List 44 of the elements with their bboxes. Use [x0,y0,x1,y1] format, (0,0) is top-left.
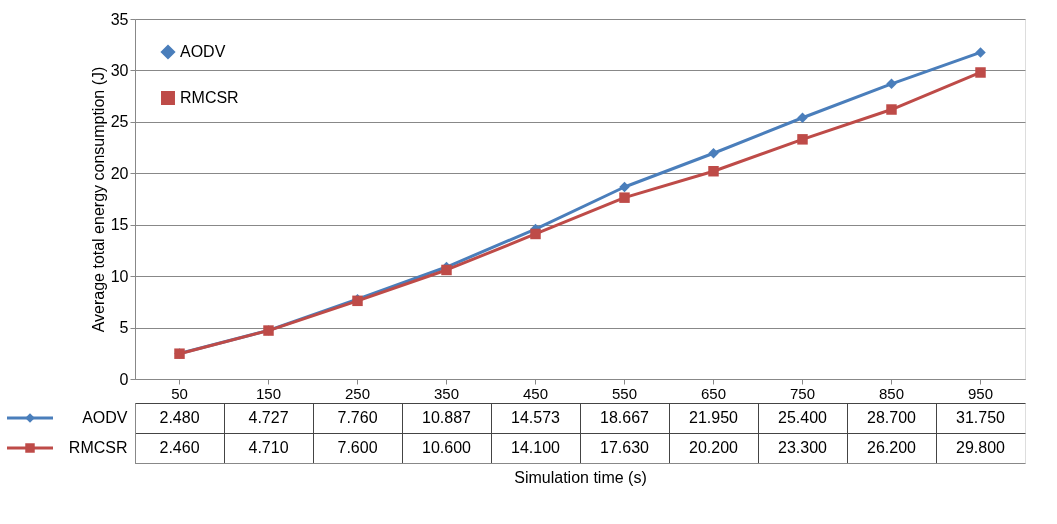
data-label: 21.950 [689,409,739,426]
x-tick-label: 150 [255,384,282,402]
legend-label: AODV [180,43,226,60]
data-label: 4.710 [248,439,289,456]
x-tick-label: 850 [878,384,905,402]
data-label: 20.200 [689,439,739,456]
data-label: 14.573 [511,409,561,426]
data-label: 2.460 [159,439,200,456]
data-label: 25.400 [778,409,828,426]
y-tick-label: 10 [110,267,129,285]
data-label: 26.200 [867,439,917,456]
x-tick-label: 50 [171,384,188,402]
data-label: 7.760 [337,409,378,426]
y-tick-label: 0 [119,370,129,388]
data-label: 2.480 [159,409,200,426]
data-label: 10.887 [422,409,472,426]
y-tick-label: 30 [110,61,129,79]
data-label: 17.630 [600,439,650,456]
x-tick-label: 250 [344,384,371,402]
x-tick-label: 450 [522,384,549,402]
x-tick-label: 950 [967,384,994,402]
y-tick-label: 35 [110,10,129,28]
legend-label: RMCSR [180,89,239,106]
y-tick-label: 5 [119,319,129,337]
data-label: 31.750 [956,409,1006,426]
x-tick-label: 550 [611,384,638,402]
data-label: 28.700 [867,409,917,426]
data-label: 4.727 [248,409,289,426]
data-label: 23.300 [778,439,828,456]
x-tick-label: 350 [433,384,460,402]
text: RMCSR [68,439,128,456]
y-axis-title: Average total energy consumption (J) [89,66,107,333]
y-tick-label: 20 [110,164,129,182]
x-axis-title: Simulation time (s) [514,468,647,486]
data-label: 29.800 [956,439,1006,456]
x-tick-label: 750 [789,384,816,402]
text: AODV [82,409,128,426]
y-tick-label: 25 [110,113,129,131]
data-label: 7.600 [337,439,378,456]
x-tick-label: 650 [700,384,727,402]
data-label: 10.600 [422,439,472,456]
data-label: 14.100 [511,439,561,456]
data-label: 18.667 [600,409,650,426]
y-tick-label: 15 [110,216,129,234]
